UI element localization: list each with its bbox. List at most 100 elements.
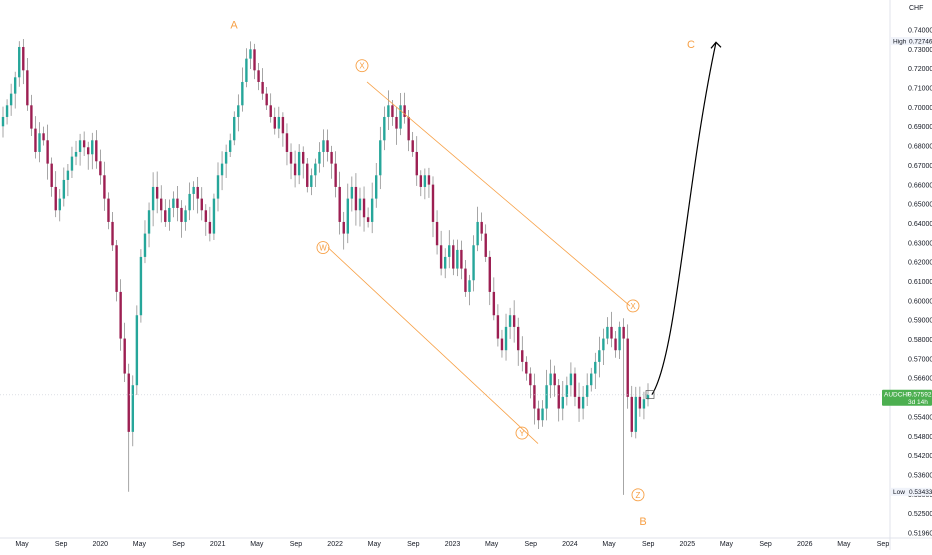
wave-circle-label-w: W bbox=[319, 244, 327, 253]
y-tick-label: 0.54200 bbox=[908, 453, 932, 460]
candle-body bbox=[598, 350, 601, 362]
candle-body bbox=[395, 116, 398, 129]
candle-body bbox=[545, 385, 548, 409]
candle-body bbox=[496, 315, 500, 339]
candle-body bbox=[285, 133, 289, 152]
candle-body bbox=[492, 291, 496, 316]
x-tick-label: 2024 bbox=[562, 541, 578, 548]
candle-body bbox=[18, 46, 21, 78]
candle-body bbox=[618, 326, 621, 351]
candle-body bbox=[448, 245, 451, 257]
candle-body bbox=[480, 221, 483, 234]
candle-body bbox=[224, 151, 228, 164]
x-tick-label: May bbox=[602, 541, 616, 548]
candle-body bbox=[553, 373, 556, 386]
y-tick-label: 0.63000 bbox=[908, 240, 932, 247]
candle-body bbox=[99, 161, 102, 176]
x-tick-label: Sep bbox=[759, 541, 772, 548]
y-tick-label: 0.60000 bbox=[908, 298, 932, 305]
y-tick-label: 0.68000 bbox=[908, 144, 932, 151]
wave-label-b: B bbox=[639, 516, 646, 528]
x-tick-label: May bbox=[133, 541, 147, 548]
channel-lower-line bbox=[327, 247, 539, 444]
candle-body bbox=[147, 210, 151, 234]
candle-body bbox=[1, 116, 5, 127]
candle-body bbox=[500, 338, 504, 351]
candle-body bbox=[314, 163, 317, 176]
candle-body bbox=[370, 198, 374, 222]
candle-body bbox=[151, 186, 155, 211]
candle-body bbox=[452, 245, 455, 269]
candle-body bbox=[111, 221, 114, 246]
last-candle-box bbox=[645, 390, 655, 399]
candle-body bbox=[62, 179, 66, 199]
y-tick-label: 0.72000 bbox=[908, 66, 932, 73]
last-price-symbol: AUDCHF bbox=[884, 392, 911, 399]
candle-body bbox=[95, 140, 98, 162]
x-tick-label: 2025 bbox=[680, 541, 696, 548]
projection-arrow bbox=[651, 42, 717, 395]
candle-body bbox=[38, 133, 41, 152]
candle-body bbox=[322, 140, 325, 152]
candle-body bbox=[301, 151, 305, 164]
candle-body bbox=[557, 385, 560, 409]
x-tick-label: Sep bbox=[642, 541, 655, 548]
candle-body bbox=[188, 193, 191, 211]
x-tick-label: Sep bbox=[172, 541, 185, 548]
candle-body bbox=[212, 198, 216, 234]
y-tick-label: 0.64000 bbox=[908, 221, 932, 228]
candle-body bbox=[626, 338, 629, 397]
candle-body bbox=[91, 140, 94, 155]
high-tag-value: 0.72746 bbox=[909, 38, 932, 45]
candle-body bbox=[5, 105, 9, 117]
candle-body bbox=[590, 373, 593, 386]
currency-label: CHF bbox=[909, 5, 923, 12]
candle-body bbox=[119, 291, 122, 339]
candle-body bbox=[30, 105, 33, 129]
candle-body bbox=[569, 373, 573, 386]
candle-body bbox=[484, 233, 487, 257]
y-tick-label: 0.59000 bbox=[908, 318, 932, 325]
candle-body bbox=[606, 326, 609, 339]
projection-arrowhead bbox=[710, 41, 722, 49]
y-tick-label: 0.56600 bbox=[908, 376, 932, 383]
candle-body bbox=[143, 233, 147, 257]
candle-body bbox=[66, 170, 70, 180]
candle-body bbox=[423, 175, 427, 187]
candle-body bbox=[456, 249, 459, 269]
y-tick-label: 0.66000 bbox=[908, 182, 932, 189]
candle-body bbox=[387, 105, 390, 117]
candle-body bbox=[50, 163, 53, 187]
candle-body bbox=[265, 93, 268, 106]
candle-body bbox=[216, 175, 220, 199]
y-tick-label: 0.52500 bbox=[908, 511, 932, 518]
candle-body bbox=[176, 198, 179, 208]
candle-body bbox=[350, 186, 354, 199]
candle-body bbox=[220, 163, 224, 176]
candle-body bbox=[399, 105, 402, 129]
low-tag-label: Low bbox=[893, 489, 905, 496]
candle-body bbox=[504, 326, 508, 351]
candle-body bbox=[512, 315, 516, 327]
x-tick-label: 2020 bbox=[92, 541, 108, 548]
wave-circle-label-x1: X bbox=[359, 62, 365, 71]
candle-body bbox=[622, 326, 625, 339]
candle-body bbox=[581, 396, 585, 409]
x-tick-label: May bbox=[720, 541, 734, 548]
candle-body bbox=[488, 256, 491, 292]
candle-body bbox=[78, 140, 82, 152]
candle-body bbox=[379, 140, 382, 176]
x-tick-label: May bbox=[837, 541, 851, 548]
candle-body bbox=[549, 373, 552, 386]
x-tick-label: May bbox=[485, 541, 499, 548]
candle-body bbox=[155, 186, 159, 199]
x-tick-label: May bbox=[250, 541, 264, 548]
y-tick-label: 0.51960 bbox=[908, 531, 932, 538]
candle-body bbox=[383, 116, 386, 141]
candle-body bbox=[196, 186, 199, 199]
candle-body bbox=[269, 105, 272, 117]
candle-body bbox=[192, 186, 195, 194]
candle-body bbox=[208, 221, 212, 234]
